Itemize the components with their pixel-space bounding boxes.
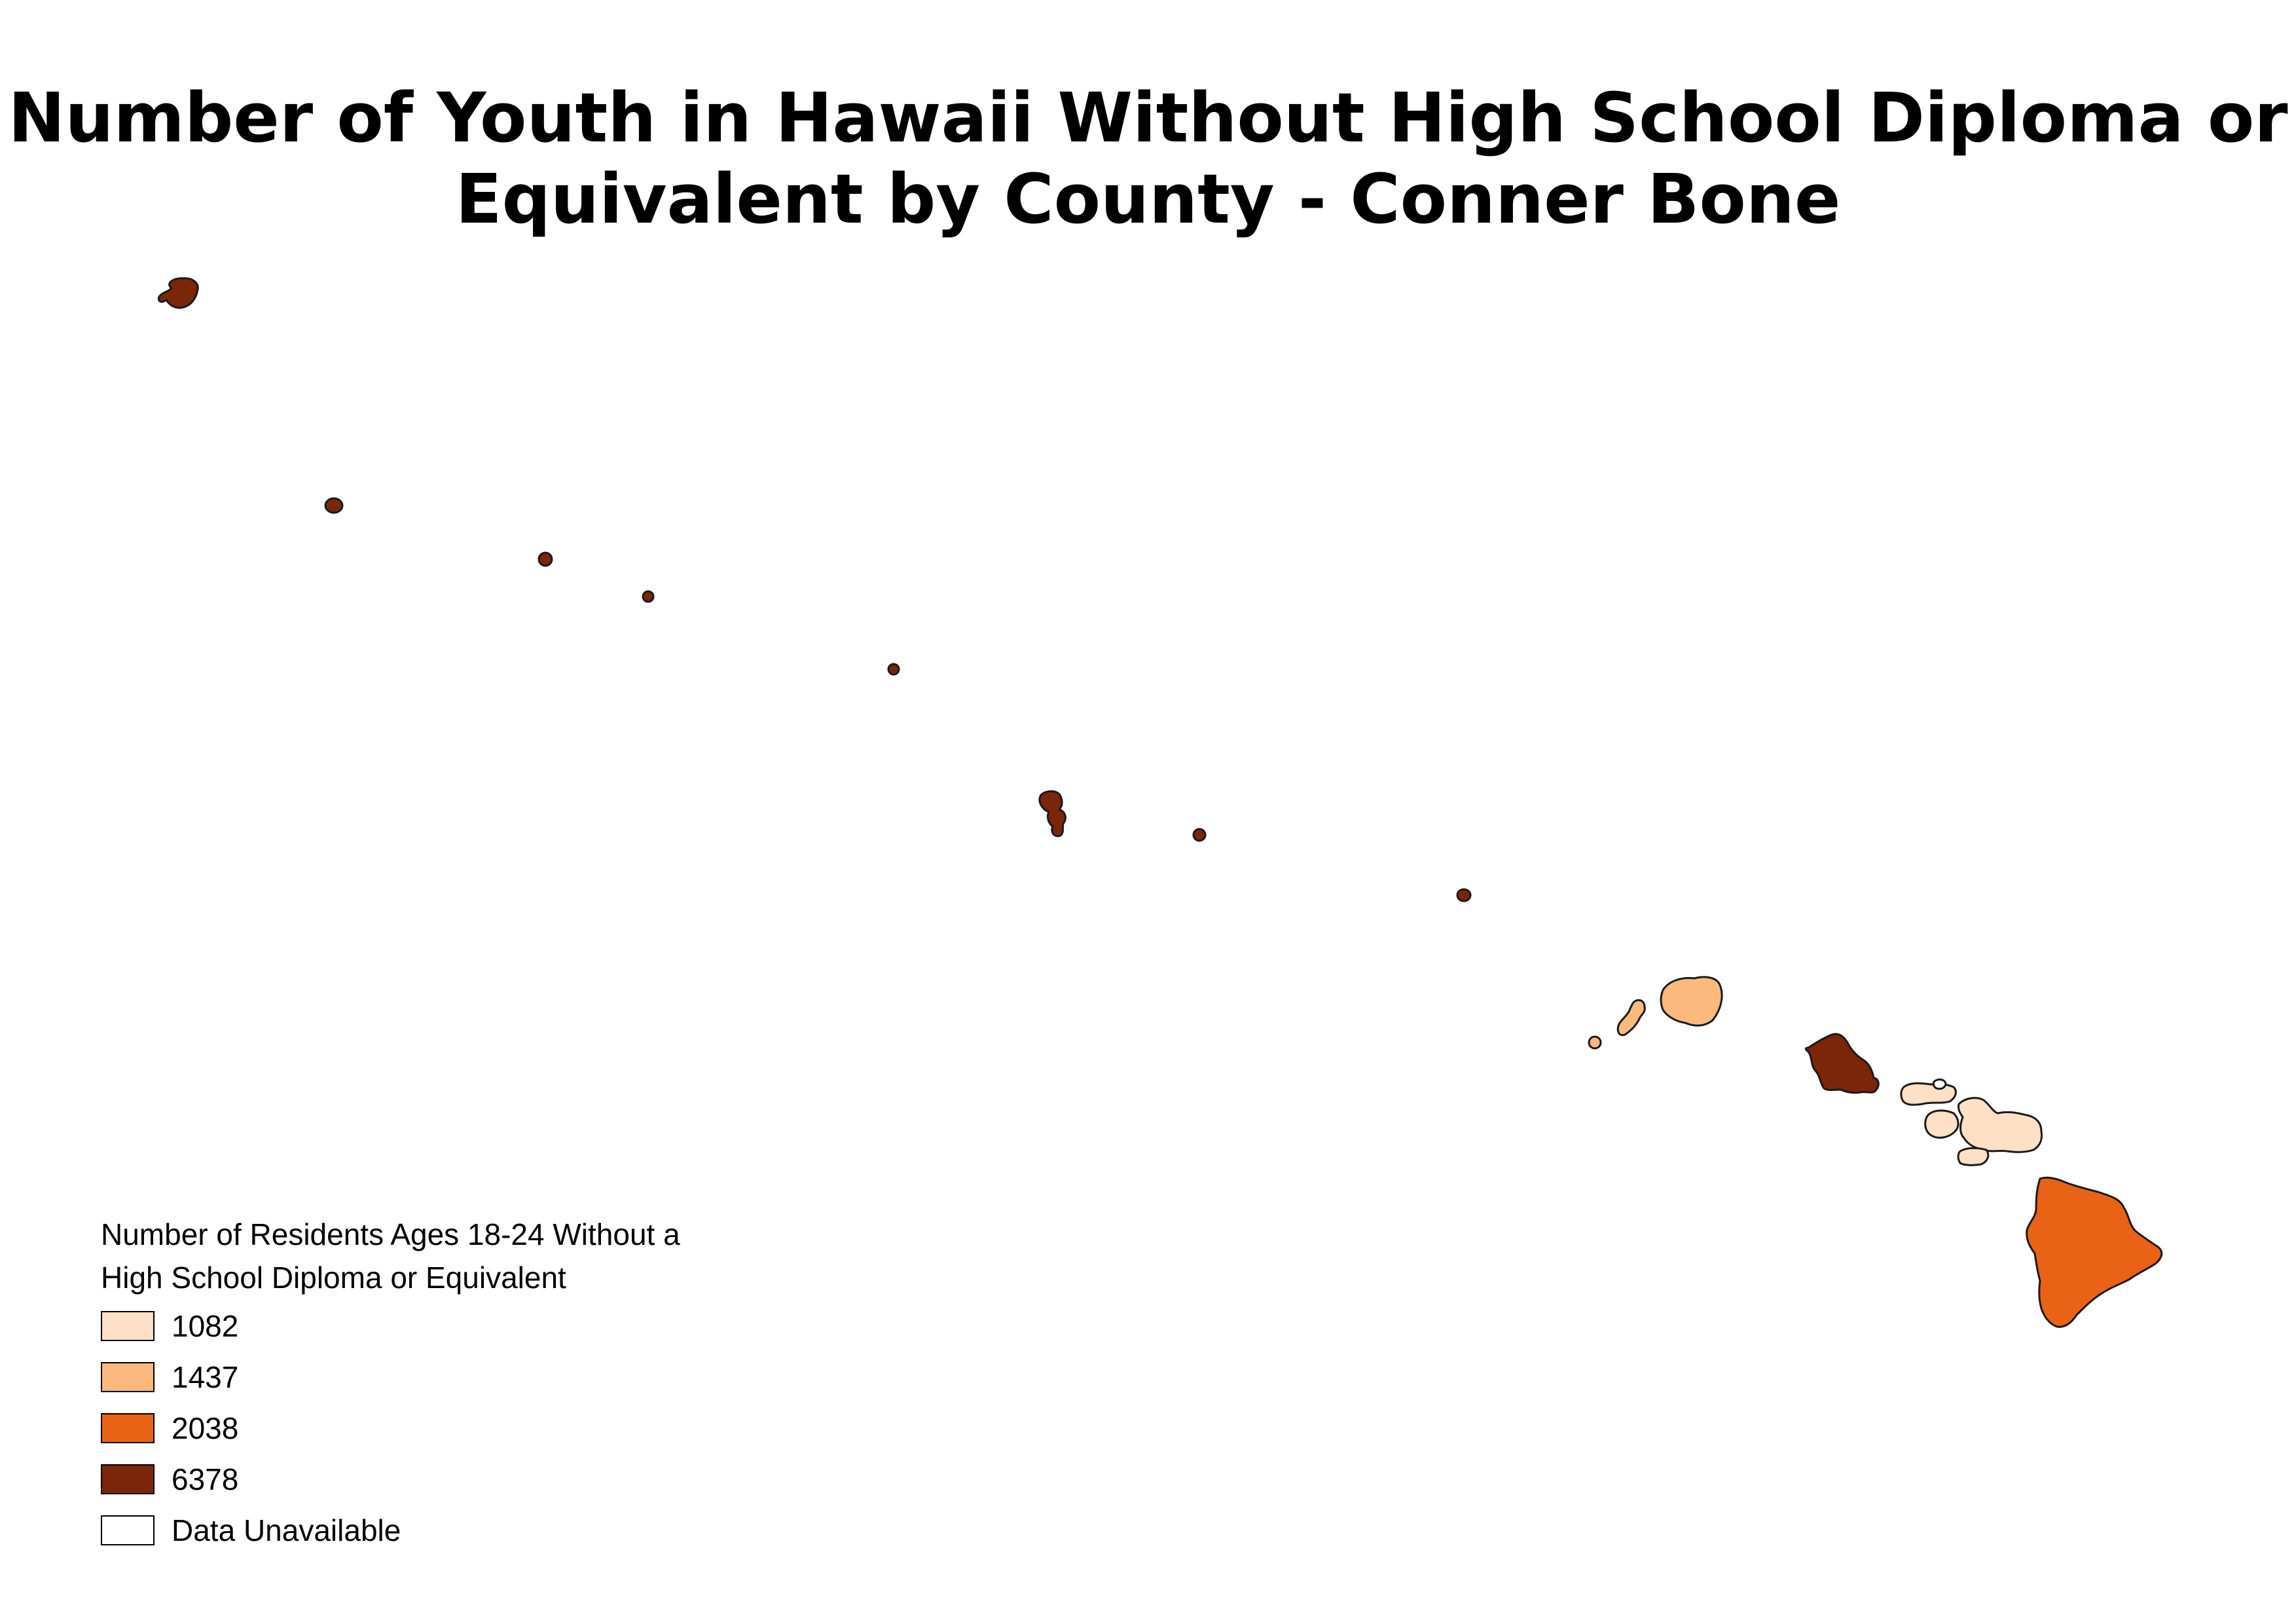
- map-title-line-1: Number of Youth in Hawaii Without High S…: [8, 78, 2288, 158]
- island-pearl-hermes: [324, 497, 344, 514]
- island-lanai: [1924, 1109, 1959, 1139]
- legend-label: 1437: [172, 1360, 239, 1394]
- island-necker: [1192, 828, 1207, 842]
- maui-county: [1900, 1079, 2043, 1166]
- legend-item: 6378: [101, 1459, 821, 1510]
- island-kure-midway: [157, 277, 199, 309]
- legend-swatch: [101, 1515, 155, 1545]
- legend-label: 6378: [172, 1462, 239, 1496]
- legend-label: Data Unavailable: [172, 1513, 401, 1547]
- island-maui: [1958, 1097, 2043, 1153]
- legend-swatch: [101, 1362, 155, 1392]
- map-title: Number of Youth in Hawaii Without High S…: [0, 77, 2296, 240]
- island-lehua: [1588, 1035, 1602, 1050]
- legend-item: Data Unavailable: [101, 1510, 821, 1561]
- northwestern-islands: [157, 277, 1472, 902]
- island-maro-reef: [887, 663, 900, 676]
- legend-swatch: [101, 1413, 155, 1443]
- legend-item: 1437: [101, 1357, 821, 1408]
- legend-label: 1082: [172, 1309, 239, 1343]
- legend-swatch: [101, 1311, 155, 1341]
- island-kauai: [1660, 976, 1723, 1027]
- kauai-county: [1588, 976, 1723, 1050]
- island-nihoa: [1456, 888, 1472, 902]
- legend-label: 2038: [172, 1411, 239, 1445]
- island-molokai: [1900, 1082, 1957, 1106]
- island-oahu: [1804, 1033, 1880, 1094]
- island-french-frigate: [1038, 790, 1066, 838]
- legend-title-line-1: Number of Residents Ages 18-24 Without a: [101, 1217, 680, 1251]
- island-kahoolawe: [1957, 1147, 1990, 1166]
- legend-item: 1082: [101, 1306, 821, 1357]
- legend-title-line-2: High School Diploma or Equivalent: [101, 1261, 566, 1295]
- legend-title: Number of Residents Ages 18-24 Without a…: [101, 1213, 821, 1299]
- island-niihau: [1616, 999, 1646, 1037]
- map-title-line-2: Equivalent by County - Conner Bone: [455, 159, 1841, 239]
- island-hawaii: [2026, 1176, 2163, 1328]
- island-laysan: [642, 590, 655, 603]
- island-lisianski: [538, 551, 553, 567]
- legend-swatch: [101, 1464, 155, 1494]
- legend-item: 2038: [101, 1408, 821, 1459]
- map-legend: Number of Residents Ages 18-24 Without a…: [101, 1213, 821, 1561]
- island-kalawao: [1932, 1079, 1947, 1090]
